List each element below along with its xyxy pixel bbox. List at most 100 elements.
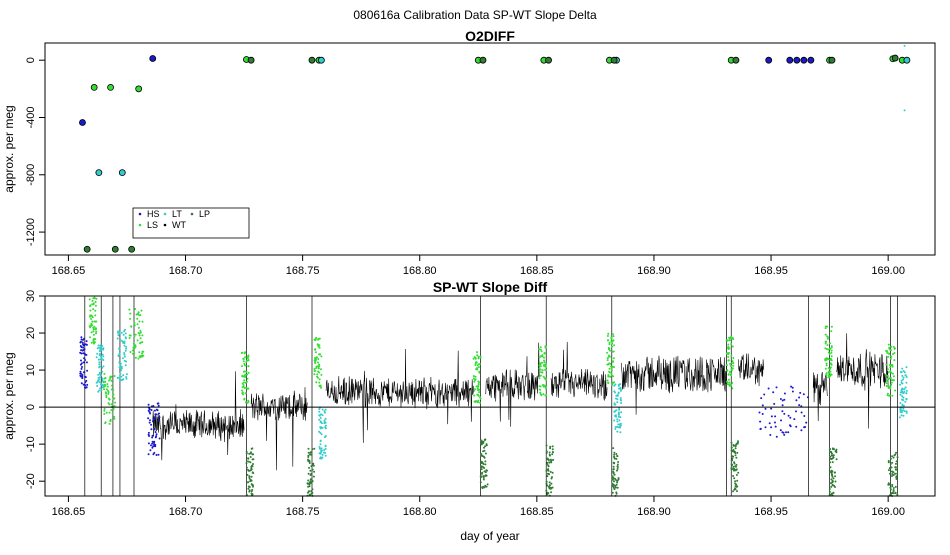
legend-label-lp: LP	[199, 209, 210, 219]
cluster-point-lp	[612, 468, 615, 471]
cluster-point-ls	[93, 328, 95, 330]
cluster-point-lp	[249, 452, 252, 455]
cluster-point-ls	[610, 369, 613, 372]
cluster-point-lt	[101, 345, 104, 347]
cluster-point-ls	[829, 368, 832, 370]
cluster-point-lt	[125, 347, 127, 350]
cluster-point-lp	[245, 493, 248, 496]
panel2-xtick-label: 168.75	[286, 506, 320, 518]
cluster-point-lp	[310, 490, 313, 492]
cluster-point-ls	[136, 339, 139, 342]
cluster-point-lp	[735, 483, 738, 486]
cluster-point-hs	[82, 338, 84, 341]
cluster-point-lp	[480, 466, 482, 469]
cluster-point-ls	[474, 375, 477, 378]
cluster-point-ls	[611, 383, 614, 386]
cluster-point-lp	[730, 459, 733, 462]
cluster-point-lp	[735, 474, 738, 476]
cluster-point-lt	[124, 336, 127, 339]
cluster-point-ls	[606, 357, 609, 360]
cluster-point-lp	[830, 492, 833, 495]
cluster-point-ls	[830, 325, 833, 328]
cluster-point-lp	[312, 475, 315, 478]
cluster-point-hs	[783, 433, 786, 436]
cluster-point-hs	[791, 390, 794, 393]
cluster-point-lp	[887, 461, 890, 464]
cluster-point-lt	[102, 386, 104, 389]
cluster-point-lp	[250, 479, 253, 482]
cluster-point-ls	[245, 370, 248, 373]
cluster-point-ls	[90, 341, 93, 344]
cluster-point-lp	[250, 490, 253, 493]
cluster-point-lt	[617, 426, 620, 429]
cluster-point-hs	[85, 340, 88, 343]
cluster-point-lp	[735, 456, 738, 459]
cluster-point-ls	[608, 348, 611, 350]
cluster-point-lp	[250, 492, 253, 495]
cluster-point-lp	[896, 466, 898, 469]
cluster-point-lt	[619, 388, 622, 391]
cluster-point-ls	[92, 338, 95, 341]
cluster-point-lt	[97, 344, 100, 347]
cluster-point-lp	[251, 483, 254, 486]
cluster-point-hs	[85, 379, 88, 382]
cluster-point-lt	[900, 379, 903, 382]
cluster-point-ls	[139, 331, 142, 334]
cluster-point-lt	[99, 387, 102, 390]
cluster-point-lp	[733, 469, 735, 472]
cluster-point-lp	[247, 468, 249, 471]
cluster-point-hs	[760, 397, 763, 400]
cluster-point-lp	[549, 445, 552, 448]
cluster-point-hs	[83, 357, 86, 360]
cluster-point-ls	[317, 367, 320, 370]
cluster-point-ls	[108, 422, 111, 425]
slope-diff-trace	[738, 353, 765, 387]
cluster-point-ls	[94, 309, 97, 312]
cluster-point-lt	[120, 367, 123, 370]
cluster-point-lt	[323, 419, 326, 422]
cluster-point-lp	[484, 463, 487, 466]
cluster-point-ls	[133, 324, 136, 327]
cluster-point-lt	[323, 410, 326, 413]
cluster-point-ls	[539, 348, 542, 351]
cluster-point-lp	[480, 443, 483, 446]
cluster-point-hs	[787, 414, 790, 417]
cluster-point-lt	[619, 416, 622, 419]
cluster-point-lt	[905, 381, 908, 384]
cluster-point-ls	[241, 365, 243, 368]
cluster-point-ls	[890, 381, 893, 384]
cluster-point-lt	[899, 393, 902, 396]
cluster-point-hs	[80, 338, 83, 341]
cluster-point-ls	[109, 419, 112, 422]
cluster-point-lt	[319, 443, 322, 446]
cluster-point-lt	[616, 401, 619, 404]
panel1-xtick-label: 168.75	[286, 265, 320, 277]
cluster-point-hs	[151, 446, 154, 449]
legend-label-lt: LT	[172, 209, 182, 219]
cluster-point-ls	[89, 305, 92, 308]
cluster-point-ls	[110, 403, 113, 406]
cluster-point-ls	[889, 370, 892, 373]
cluster-point-lp	[734, 469, 737, 472]
cluster-point-ls	[103, 388, 106, 391]
cluster-point-lp	[309, 482, 311, 485]
cluster-point-lp	[545, 480, 548, 483]
cluster-point-lp	[890, 466, 893, 469]
cluster-point-ls	[893, 359, 896, 362]
cluster-point-lp	[483, 470, 486, 473]
cluster-point-lp	[481, 441, 484, 443]
panel1-ytick-label: -1200	[25, 218, 37, 246]
cluster-point-ls	[886, 350, 889, 353]
cluster-point-ls	[318, 371, 321, 374]
cluster-point-hs	[80, 349, 83, 352]
cluster-point-ls	[826, 336, 829, 339]
cluster-point-lt	[100, 389, 103, 392]
cluster-point-ls	[612, 357, 615, 360]
cluster-point-lp	[889, 463, 892, 465]
cluster-point-ls	[889, 364, 892, 367]
cluster-point-ls	[886, 352, 889, 354]
cluster-point-ls	[728, 351, 730, 354]
cluster-point-hs	[781, 399, 784, 402]
cluster-point-ls	[316, 373, 319, 376]
cluster-point-lp	[482, 478, 485, 481]
